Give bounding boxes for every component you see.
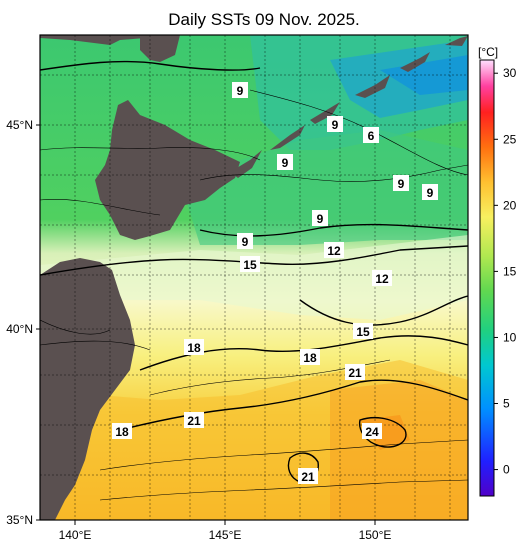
colorbar-tick-label: 10 — [503, 330, 517, 344]
colorbar-tick-label: 5 — [503, 397, 510, 411]
isotherm-label: 9 — [327, 116, 343, 132]
colorbar-tick-label: 25 — [503, 132, 517, 146]
svg-text:24: 24 — [365, 425, 379, 439]
svg-text:21: 21 — [187, 414, 201, 428]
svg-text:9: 9 — [237, 84, 244, 98]
lon-label: 145°E — [209, 528, 242, 542]
isotherm-label: 9 — [237, 233, 253, 249]
isotherm-label: 18 — [184, 339, 204, 355]
svg-text:9: 9 — [427, 186, 434, 200]
isotherm-label: 6 — [363, 127, 379, 143]
svg-text:15: 15 — [356, 325, 370, 339]
svg-text:9: 9 — [282, 156, 289, 170]
isotherm-label: 21 — [298, 468, 318, 484]
land — [40, 35, 468, 520]
svg-text:18: 18 — [115, 425, 129, 439]
isotherm-label: 9 — [277, 154, 293, 170]
axis-ticks — [36, 124, 376, 525]
svg-text:21: 21 — [348, 366, 362, 380]
svg-text:9: 9 — [242, 235, 249, 249]
map-title: Daily SSTs 09 Nov. 2025. — [168, 10, 360, 29]
lat-label: 40°N — [6, 322, 33, 336]
isotherm-label: 9 — [422, 184, 438, 200]
svg-text:18: 18 — [187, 341, 201, 355]
isotherm-label: 21 — [184, 412, 204, 428]
isotherm-label: 9 — [393, 175, 409, 191]
colorbar-tick-label: 30 — [503, 66, 517, 80]
isotherm-label: 18 — [300, 349, 320, 365]
svg-text:12: 12 — [375, 272, 389, 286]
colorbar-scale — [479, 59, 495, 497]
isotherm-label: 21 — [345, 364, 365, 380]
colorbar-unit: [°C] — [478, 45, 498, 59]
isotherm-label: 9 — [232, 82, 248, 98]
isotherm-label: 9 — [312, 210, 328, 226]
isotherm-label: 15 — [353, 323, 373, 339]
svg-text:9: 9 — [332, 118, 339, 132]
colorbar-ticks: 30 25 20 15 10 5 0 — [494, 66, 517, 477]
colorbar: [°C] 30 25 20 15 10 5 0 — [478, 45, 517, 497]
lon-label: 150°E — [359, 528, 392, 542]
colorbar-tick-label: 20 — [503, 198, 517, 212]
lat-label: 45°N — [6, 118, 33, 132]
map-frame — [39, 34, 469, 521]
graticule — [40, 35, 468, 520]
svg-text:21: 21 — [301, 470, 315, 484]
lon-label: 140°E — [59, 528, 92, 542]
lat-label: 35°N — [6, 513, 33, 527]
svg-text:12: 12 — [327, 244, 341, 258]
svg-text:9: 9 — [398, 177, 405, 191]
isotherm-labels: 9 9 6 9 9 9 9 9 12 12 15 15 18 18 21 21 … — [112, 82, 438, 484]
svg-text:6: 6 — [368, 129, 375, 143]
isotherm-label: 18 — [112, 423, 132, 439]
isotherm-label: 15 — [240, 256, 260, 272]
isotherm-label: 24 — [362, 423, 382, 439]
svg-text:18: 18 — [303, 351, 317, 365]
colorbar-tick-label: 0 — [503, 463, 510, 477]
isotherm-label: 12 — [372, 270, 392, 286]
isotherm-label: 12 — [324, 242, 344, 258]
svg-text:9: 9 — [317, 212, 324, 226]
colorbar-tick-label: 15 — [503, 264, 517, 278]
svg-text:15: 15 — [243, 258, 257, 272]
